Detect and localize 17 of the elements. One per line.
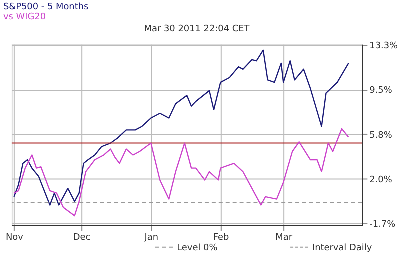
y-tick-label: 2.0% xyxy=(370,176,392,186)
y-tick-label: 9.5% xyxy=(370,86,392,96)
x-tick-label: Dec xyxy=(73,232,91,243)
chart-title: S&P500 - 5 Months xyxy=(3,2,89,13)
x-tick-label: Nov xyxy=(6,232,24,243)
line-series xyxy=(14,50,350,206)
chart-subtitle: vs WIG20 xyxy=(3,12,46,23)
y-tick-label: -1.7% xyxy=(370,220,396,230)
x-tick-label: Feb xyxy=(213,232,230,243)
text: Interval Daily xyxy=(312,243,373,254)
y-tick-label: 5.8% xyxy=(370,130,392,141)
legend-label: Level 0% xyxy=(177,243,218,254)
x-tick-label: Mar xyxy=(276,232,293,243)
x-tick-label: Jan xyxy=(144,232,159,243)
text: Mar 30 2011 22:04 CET xyxy=(144,24,250,34)
line-series xyxy=(14,128,350,217)
y-tick-label: 13.3% xyxy=(370,41,398,52)
